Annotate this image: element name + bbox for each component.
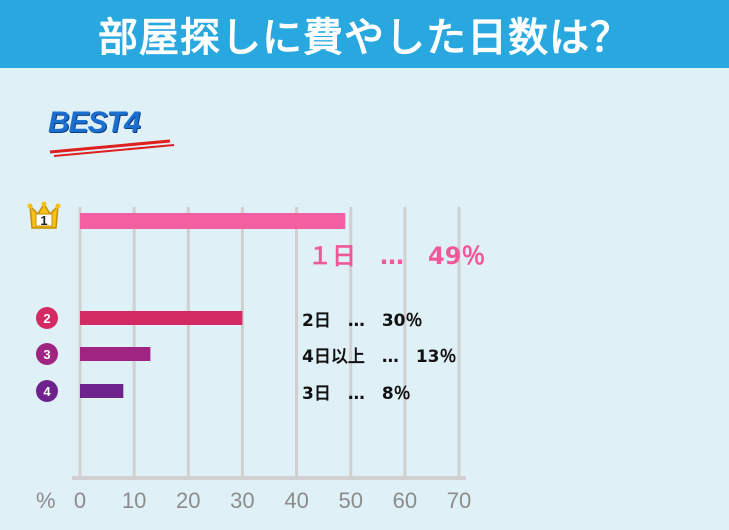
rank-number: 3 xyxy=(43,347,50,362)
x-unit-label: % xyxy=(36,488,56,513)
page-title: 部屋探しに費やした日数は？ xyxy=(0,0,729,68)
circle-icon: 4 xyxy=(36,380,58,402)
circle-icon: 3 xyxy=(36,343,58,365)
bar-rank-4 xyxy=(80,384,124,398)
bar-rank-3 xyxy=(80,347,151,361)
best-underline-decoration xyxy=(49,139,175,157)
x-tick-label: 10 xyxy=(122,488,146,513)
x-tick-label: 50 xyxy=(338,488,362,513)
x-tick-label: 60 xyxy=(393,488,417,513)
crown-icon: 1 xyxy=(27,201,61,229)
rank-number: 4 xyxy=(43,384,51,399)
x-tick-label: 20 xyxy=(176,488,200,513)
rank-number: 2 xyxy=(43,311,50,326)
circle-icon: 2 xyxy=(36,307,58,329)
x-tick-label: 0 xyxy=(74,488,86,513)
data-label: 2日 … 30％ xyxy=(302,311,423,331)
chart-bars xyxy=(80,213,346,398)
rank-icons: 1 2 3 4 xyxy=(27,201,61,402)
best-badge: BEST4 xyxy=(48,106,141,139)
data-label: 3日 … 8％ xyxy=(302,384,411,404)
data-label: 4日以上 … 13％ xyxy=(302,347,457,367)
rank-number: 1 xyxy=(40,213,47,228)
x-tick-label: 70 xyxy=(447,488,471,513)
data-labels: １日 … 49％ 2日 … 30％ 4日以上 … 13％ 3日 … 8％ xyxy=(302,242,485,404)
bar-rank-2 xyxy=(80,311,243,325)
data-label: １日 … 49％ xyxy=(308,242,485,270)
bar-rank-1 xyxy=(80,213,346,229)
x-tick-label: 40 xyxy=(284,488,308,513)
x-tick-label: 30 xyxy=(230,488,254,513)
chart-grid xyxy=(72,207,466,480)
x-axis-ticks: 0 10 20 30 40 50 60 70% xyxy=(36,488,471,513)
